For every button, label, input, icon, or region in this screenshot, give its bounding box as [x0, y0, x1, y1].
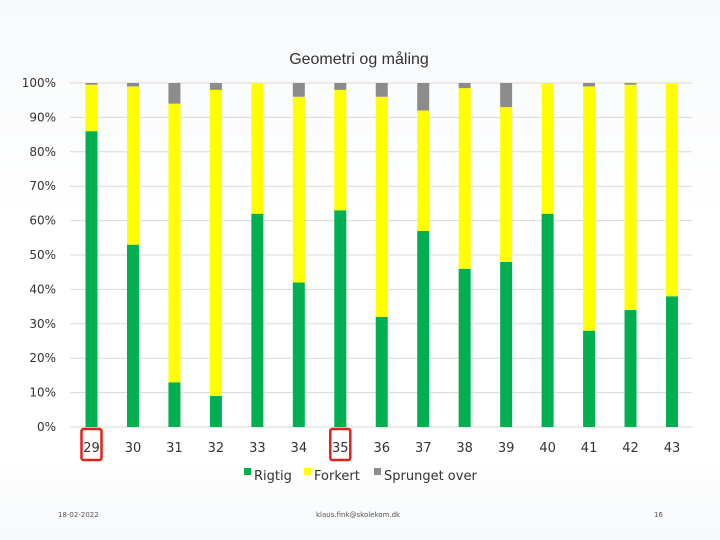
bar-segment-rigtig: [375, 316, 388, 427]
footer-date: 18-02-2022: [58, 511, 99, 519]
bar-segment-forkert: [666, 83, 678, 297]
bar-segment-forkert: [292, 96, 305, 283]
bar-segment-sprunget-over: [292, 83, 305, 97]
legend-swatch: [244, 468, 251, 475]
y-tick-label: 90%: [29, 110, 56, 124]
bar-segment-sprunget-over: [168, 83, 181, 104]
bar-segment-forkert: [458, 88, 471, 269]
bar-segment-forkert: [126, 86, 139, 245]
x-tick-label: 37: [415, 441, 432, 456]
x-tick-label: 33: [249, 441, 266, 456]
bar-segment-sprunget-over: [375, 83, 388, 97]
bar-segment-sprunget-over: [417, 83, 430, 111]
y-tick-label: 60%: [29, 214, 56, 228]
bar-segment-rigtig: [458, 268, 471, 427]
bar-segment-sprunget-over: [624, 83, 637, 85]
x-tick-label: 29: [83, 441, 100, 456]
y-tick-label: 30%: [29, 317, 56, 331]
bar-segment-rigtig: [666, 296, 678, 427]
bar-segment-rigtig: [126, 244, 139, 427]
x-tick-label: 36: [373, 441, 390, 456]
bar-segment-forkert: [168, 103, 181, 383]
bar-segment-rigtig: [251, 213, 264, 427]
bar-segment-sprunget-over: [583, 83, 596, 87]
bar-segment-forkert: [85, 84, 98, 132]
bar-segment-sprunget-over: [209, 83, 222, 90]
legend-swatch: [374, 468, 381, 475]
x-tick-label: 39: [498, 441, 515, 456]
footer-email: klaus.fink@skolekom.dk: [316, 511, 401, 519]
x-tick-label: 43: [664, 441, 681, 456]
legend: Rigtig Forkert Sprunget over: [244, 468, 477, 484]
footer-page-number: 16: [654, 511, 663, 519]
bar-segment-rigtig: [500, 261, 513, 427]
legend-label: Forkert: [314, 469, 360, 484]
x-tick-label: 35: [332, 441, 349, 456]
bar-segment-rigtig: [583, 330, 596, 427]
bar-segment-forkert: [541, 83, 554, 214]
x-tick-label: 40: [539, 441, 556, 456]
bar-segment-sprunget-over: [458, 83, 471, 89]
bar-segment-sprunget-over: [85, 83, 98, 85]
y-tick-label: 80%: [29, 145, 56, 159]
y-tick-label: 20%: [29, 351, 56, 365]
x-tick-label: 42: [622, 441, 639, 456]
bar-segment-forkert: [624, 84, 637, 311]
y-tick-label: 70%: [29, 179, 56, 193]
bar-segment-rigtig: [541, 213, 554, 427]
bar-segment-rigtig: [168, 382, 181, 427]
legend-label: Sprunget over: [384, 469, 477, 484]
bar-segment-forkert: [583, 86, 596, 331]
legend-swatch: [304, 468, 311, 475]
y-tick-label: 50%: [29, 248, 56, 262]
y-tick-label: 10%: [29, 386, 56, 400]
bar-segment-sprunget-over: [126, 83, 139, 87]
bar-segment-rigtig: [417, 230, 430, 427]
bar-segment-forkert: [375, 96, 388, 317]
y-axis-ticks: 0% 10% 20% 30% 40% 50% 60% 70% 80% 90% 100%: [22, 76, 56, 434]
bar-segment-forkert: [417, 110, 430, 231]
bar-segment-forkert: [500, 107, 513, 262]
bar-segment-rigtig: [334, 210, 347, 427]
bar-segment-forkert: [334, 89, 347, 211]
bar-segment-sprunget-over: [500, 83, 513, 108]
bar-segment-sprunget-over: [334, 83, 347, 90]
y-tick-label: 40%: [29, 282, 56, 296]
y-tick-label: 0%: [37, 420, 56, 434]
legend-label: Rigtig: [254, 469, 292, 484]
y-tick-label: 100%: [22, 76, 56, 90]
chart-title: Geometri og måling: [289, 50, 429, 68]
x-tick-label: 38: [456, 441, 473, 456]
highlight-box: [329, 427, 352, 462]
bar-segment-rigtig: [85, 131, 98, 427]
bar-segment-rigtig: [624, 310, 637, 427]
x-tick-label: 32: [208, 441, 225, 456]
x-tick-label: 31: [166, 441, 183, 456]
x-tick-label: 41: [581, 441, 598, 456]
bar-segment-rigtig: [209, 396, 222, 427]
bar-segment-forkert: [251, 83, 264, 214]
x-tick-label: 30: [125, 441, 142, 456]
highlight-box: [80, 427, 103, 462]
bar-segment-rigtig: [292, 282, 305, 427]
bars: [85, 83, 678, 427]
x-tick-label: 34: [291, 441, 308, 456]
bar-segment-forkert: [209, 89, 222, 397]
x-axis-ticks: 29 30 31 32 33 34 35 36 37 38 39 40 41 42 43: [80, 427, 681, 462]
